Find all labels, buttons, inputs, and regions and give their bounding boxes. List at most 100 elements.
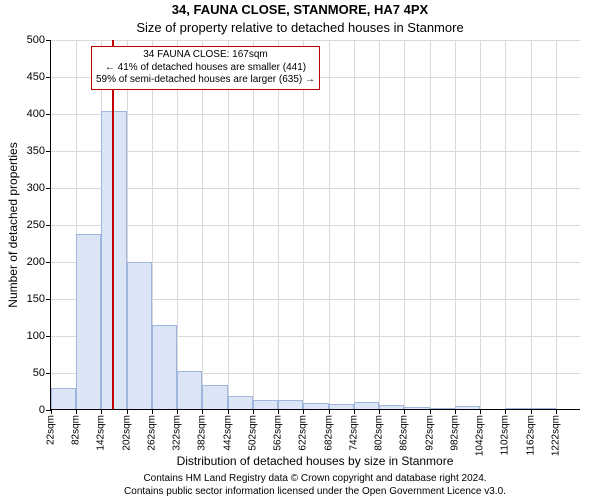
grid-line-vertical (430, 40, 431, 409)
y-tick-mark (46, 188, 51, 189)
callout-line-3: 59% of semi-detached houses are larger (… (96, 74, 315, 87)
x-tick-mark (404, 409, 405, 414)
x-tick-mark (531, 409, 532, 414)
y-tick-label: 400 (27, 108, 45, 120)
x-tick-label: 562sqm (273, 415, 284, 451)
x-tick-label: 682sqm (323, 415, 334, 451)
y-tick-label: 450 (27, 71, 45, 83)
y-tick-mark (46, 77, 51, 78)
grid-line-vertical (404, 40, 405, 409)
histogram-bar (430, 408, 455, 409)
y-tick-mark (46, 114, 51, 115)
x-tick-mark (253, 409, 254, 414)
x-tick-label: 322sqm (172, 415, 183, 451)
y-tick-mark (46, 40, 51, 41)
y-tick-mark (46, 336, 51, 337)
histogram-bar (505, 408, 530, 409)
y-tick-mark (46, 299, 51, 300)
x-tick-label: 82sqm (71, 415, 82, 445)
attribution: Contains HM Land Registry data © Crown c… (50, 473, 580, 498)
grid-line-vertical (253, 40, 254, 409)
callout-line-1: 34 FAUNA CLOSE: 167sqm (96, 49, 315, 62)
x-tick-label: 802sqm (374, 415, 385, 451)
grid-line-horizontal (51, 151, 580, 152)
histogram-bar (531, 408, 556, 409)
x-tick-mark (329, 409, 330, 414)
grid-line-vertical (379, 40, 380, 409)
histogram-bar (379, 405, 404, 409)
grid-line-horizontal (51, 188, 580, 189)
grid-line-vertical (228, 40, 229, 409)
y-tick-mark (46, 151, 51, 152)
y-tick-label: 50 (33, 367, 45, 379)
histogram-bar (253, 400, 278, 409)
grid-line-vertical (278, 40, 279, 409)
callout-line-2: ← 41% of detached houses are smaller (44… (96, 62, 315, 75)
x-tick-label: 922sqm (424, 415, 435, 451)
x-tick-label: 142sqm (96, 415, 107, 451)
y-tick-label: 150 (27, 293, 45, 305)
x-tick-label: 262sqm (146, 415, 157, 451)
histogram-bar (177, 371, 202, 409)
histogram-bar (51, 388, 76, 409)
grid-line-vertical (202, 40, 203, 409)
x-tick-label: 382sqm (197, 415, 208, 451)
x-tick-mark (76, 409, 77, 414)
x-tick-mark (480, 409, 481, 414)
grid-line-vertical (480, 40, 481, 409)
attribution-line-2: Contains public sector information licen… (50, 486, 580, 499)
grid-line-vertical (329, 40, 330, 409)
grid-line-vertical (177, 40, 178, 409)
histogram-bar (329, 404, 354, 409)
y-tick-label: 200 (27, 256, 45, 268)
y-tick-mark (46, 262, 51, 263)
x-tick-mark (152, 409, 153, 414)
chart-root: 34, FAUNA CLOSE, STANMORE, HA7 4PX Size … (0, 0, 600, 500)
y-tick-mark (46, 225, 51, 226)
histogram-bar (76, 234, 101, 409)
histogram-bar (101, 111, 126, 409)
grid-line-horizontal (51, 40, 580, 41)
x-tick-mark (556, 409, 557, 414)
histogram-bar (228, 396, 253, 409)
callout-box: 34 FAUNA CLOSE: 167sqm ← 41% of detached… (91, 46, 320, 90)
grid-line-vertical (531, 40, 532, 409)
histogram-bar (354, 402, 379, 409)
property-marker-line (112, 40, 114, 409)
x-tick-mark (430, 409, 431, 414)
histogram-bar (278, 400, 303, 409)
x-tick-label: 1102sqm (500, 415, 511, 455)
x-tick-mark (177, 409, 178, 414)
x-tick-mark (278, 409, 279, 414)
x-tick-mark (303, 409, 304, 414)
page-title: 34, FAUNA CLOSE, STANMORE, HA7 4PX (0, 2, 600, 17)
histogram-bar (202, 385, 227, 409)
x-tick-label: 1222sqm (550, 415, 561, 456)
x-tick-label: 982sqm (449, 415, 460, 451)
histogram-bar (152, 325, 177, 409)
grid-line-vertical (556, 40, 557, 409)
x-tick-label: 862sqm (399, 415, 410, 451)
x-tick-mark (379, 409, 380, 414)
y-tick-label: 0 (39, 404, 45, 416)
grid-line-horizontal (51, 225, 580, 226)
x-axis-label: Distribution of detached houses by size … (50, 454, 580, 468)
x-tick-label: 742sqm (348, 415, 359, 451)
attribution-line-1: Contains HM Land Registry data © Crown c… (50, 473, 580, 486)
y-axis-label: Number of detached properties (6, 40, 26, 410)
x-tick-mark (505, 409, 506, 414)
x-tick-label: 1162sqm (525, 415, 536, 455)
y-tick-label: 100 (27, 330, 45, 342)
x-tick-mark (228, 409, 229, 414)
grid-line-vertical (505, 40, 506, 409)
x-tick-mark (455, 409, 456, 414)
x-tick-label: 1042sqm (475, 415, 486, 456)
histogram-bar (303, 403, 328, 409)
x-tick-label: 502sqm (247, 415, 258, 451)
x-tick-label: 442sqm (222, 415, 233, 451)
y-tick-label: 500 (27, 34, 45, 46)
grid-line-vertical (303, 40, 304, 409)
x-tick-mark (101, 409, 102, 414)
x-tick-mark (51, 409, 52, 414)
x-tick-label: 622sqm (298, 415, 309, 451)
